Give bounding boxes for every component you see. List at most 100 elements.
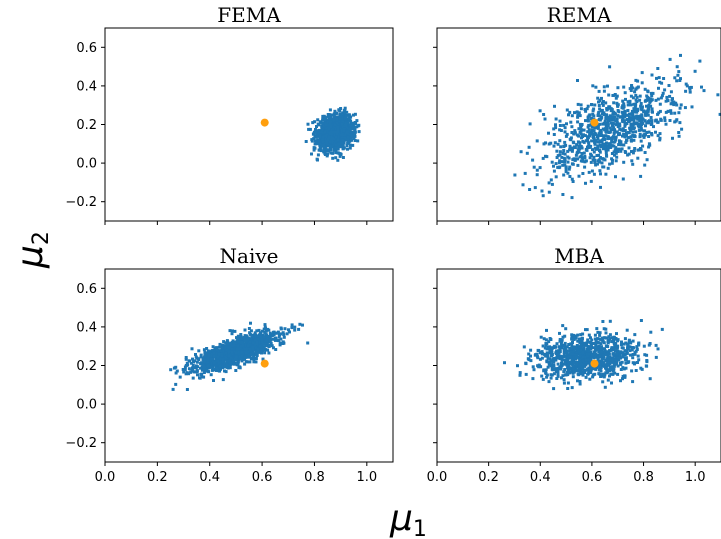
scatter-point (212, 367, 216, 371)
scatter-point (592, 129, 596, 133)
scatter-point (558, 124, 562, 127)
scatter-point (611, 121, 615, 125)
scatter-point (660, 81, 664, 85)
scatter-point (565, 363, 569, 367)
scatter-point (306, 341, 310, 345)
scatter-point (578, 340, 582, 344)
scatter-point (620, 106, 624, 110)
scatter-point (641, 121, 645, 125)
scatter-point (595, 327, 599, 331)
scatter-point (622, 85, 626, 89)
scatter-point (545, 328, 548, 332)
scatter-point (567, 113, 570, 117)
scatter-point (608, 126, 612, 130)
scatter-point (327, 127, 331, 131)
scatter-point (345, 137, 349, 141)
scatter-point (618, 122, 622, 126)
scatter-point (650, 94, 654, 98)
scatter-point (582, 151, 586, 155)
scatter-point (252, 333, 256, 337)
scatter-point (636, 79, 640, 83)
scatter-point (616, 344, 620, 348)
scatter-point (564, 170, 568, 173)
scatter-point (604, 126, 608, 130)
scatter-point (254, 348, 258, 352)
scatter-point (317, 139, 321, 143)
scatter-point (645, 158, 649, 162)
scatter-point (600, 101, 604, 105)
scatter-point (635, 114, 639, 118)
scatter-point (244, 355, 248, 359)
x-tick-label: 0.8 (633, 470, 654, 485)
scatter-point (334, 146, 338, 150)
scatter-point (606, 345, 610, 349)
scatter-point (647, 145, 651, 149)
scatter-point (590, 365, 594, 369)
scatter-point (588, 347, 592, 351)
scatter-point (622, 160, 626, 164)
scatter-point (581, 347, 585, 351)
scatter-point (577, 367, 581, 371)
scatter-point (569, 347, 573, 351)
scatter-point (718, 112, 721, 116)
scatter-point (599, 139, 603, 143)
scatter-point (649, 330, 653, 334)
scatter-point (580, 337, 584, 340)
scatter-point (342, 129, 346, 133)
scatter-point (590, 125, 594, 129)
scatter-point (244, 343, 248, 347)
scatter-point (221, 359, 225, 362)
scatter-point (620, 360, 624, 364)
scatter-point (636, 156, 640, 160)
scatter-point (240, 337, 244, 341)
scatter-point (554, 126, 558, 130)
scatter-point (320, 128, 324, 132)
scatter-point (537, 365, 541, 369)
scatter-point (602, 113, 606, 116)
scatter-point (571, 158, 575, 162)
scatter-point (630, 348, 634, 352)
scatter-point (631, 380, 635, 384)
scatter-point (247, 354, 251, 357)
scatter-point (224, 351, 228, 355)
scatter-point (254, 357, 258, 360)
scatter-point (263, 351, 267, 355)
scatter-point (581, 373, 585, 377)
scatter-point (336, 147, 340, 151)
scatter-point (596, 140, 600, 144)
scatter-point (607, 358, 611, 362)
scatter-point (637, 128, 641, 132)
scatter-point (541, 156, 545, 160)
scatter-point (609, 128, 613, 132)
scatter-point (662, 77, 666, 80)
scatter-point (593, 372, 597, 376)
scatter-point (654, 98, 658, 102)
scatter-point (588, 113, 592, 117)
scatter-point (558, 331, 561, 335)
scatter-point (248, 360, 252, 364)
scatter-point (541, 344, 545, 348)
scatter-point (246, 346, 249, 350)
scatter-point (332, 148, 336, 152)
scatter-point (293, 325, 297, 329)
scatter-point (540, 356, 544, 360)
scatter-point (237, 350, 241, 354)
scatter-point (631, 133, 635, 137)
scatter-point (187, 359, 191, 363)
reference-point (260, 359, 269, 368)
scatter-point (316, 118, 320, 122)
scatter-point (614, 151, 618, 155)
scatter-point (555, 349, 559, 353)
scatter-point (593, 355, 597, 359)
scatter-point (572, 370, 576, 374)
scatter-point (639, 114, 643, 118)
scatter-point (596, 353, 600, 357)
scatter-point (561, 324, 565, 328)
scatter-point (338, 113, 342, 117)
scatter-point (615, 346, 619, 350)
scatter-point (356, 139, 360, 143)
scatter-point (606, 340, 610, 344)
scatter-point (342, 108, 346, 112)
scatter-point (564, 373, 568, 377)
x-axis-title-symbol: μ (389, 498, 413, 539)
